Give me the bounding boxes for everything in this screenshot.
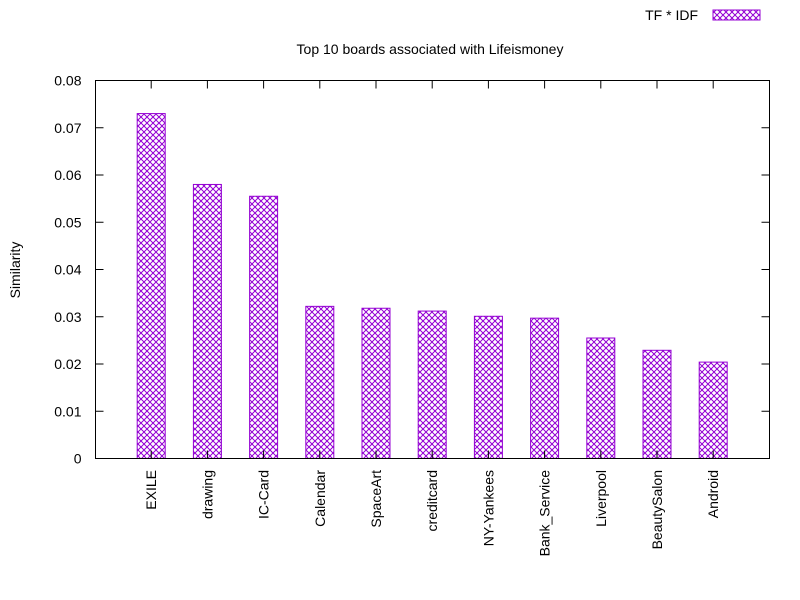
x-tick-label: Bank_Service <box>537 470 553 557</box>
y-axis: 0 0.01 0.02 0.03 0.04 0.05 0.06 0.07 0.08 <box>54 73 770 467</box>
x-tick-label: creditcard <box>424 470 440 531</box>
x-tick-label: NY-Yankees <box>480 470 496 546</box>
plot-frame <box>95 80 770 459</box>
bar-creditcard <box>417 310 447 459</box>
x-axis: EXILE drawing IC-Card Calendar SpaceArt credi… <box>143 80 721 557</box>
bar-bank-service <box>530 317 560 460</box>
bar-liverpool <box>586 337 616 460</box>
y-tick-label: 0.02 <box>54 356 81 372</box>
legend-swatch <box>712 9 761 21</box>
x-tick-label: Android <box>705 470 721 518</box>
y-tick-label: 0.07 <box>54 120 81 136</box>
y-tick-label: 0.05 <box>54 214 81 230</box>
x-tick-label: SpaceArt <box>368 470 384 528</box>
legend: TF * IDF <box>645 7 761 23</box>
y-axis-title: Similarity <box>7 242 23 299</box>
x-tick-label: IC-Card <box>256 470 272 519</box>
bar-ny-yankees <box>473 315 503 459</box>
bar-calendar <box>305 305 335 460</box>
legend-label: TF * IDF <box>645 7 698 23</box>
x-tick-label: Liverpool <box>593 470 609 527</box>
y-tick-label: 0.08 <box>54 73 81 89</box>
x-tick-label: drawing <box>199 470 215 519</box>
chart-title: Top 10 boards associated with Lifeismone… <box>297 41 564 57</box>
bar-beautysalon <box>642 349 672 459</box>
x-tick-label: BeautySalon <box>649 470 665 549</box>
bar-drawing <box>192 183 222 459</box>
y-tick-label: 0.04 <box>54 262 81 278</box>
bar-spaceart <box>361 307 391 459</box>
y-tick-label: 0.03 <box>54 309 81 325</box>
bar-android <box>698 361 728 459</box>
y-tick-label: 0.06 <box>54 167 81 183</box>
bars <box>136 113 728 460</box>
bar-exile <box>136 113 166 459</box>
x-tick-label: Calendar <box>312 470 328 527</box>
x-tick-label: EXILE <box>143 470 159 510</box>
bar-ic-card <box>249 195 279 459</box>
y-tick-label: 0.01 <box>54 403 81 419</box>
y-tick-label: 0 <box>74 451 82 467</box>
